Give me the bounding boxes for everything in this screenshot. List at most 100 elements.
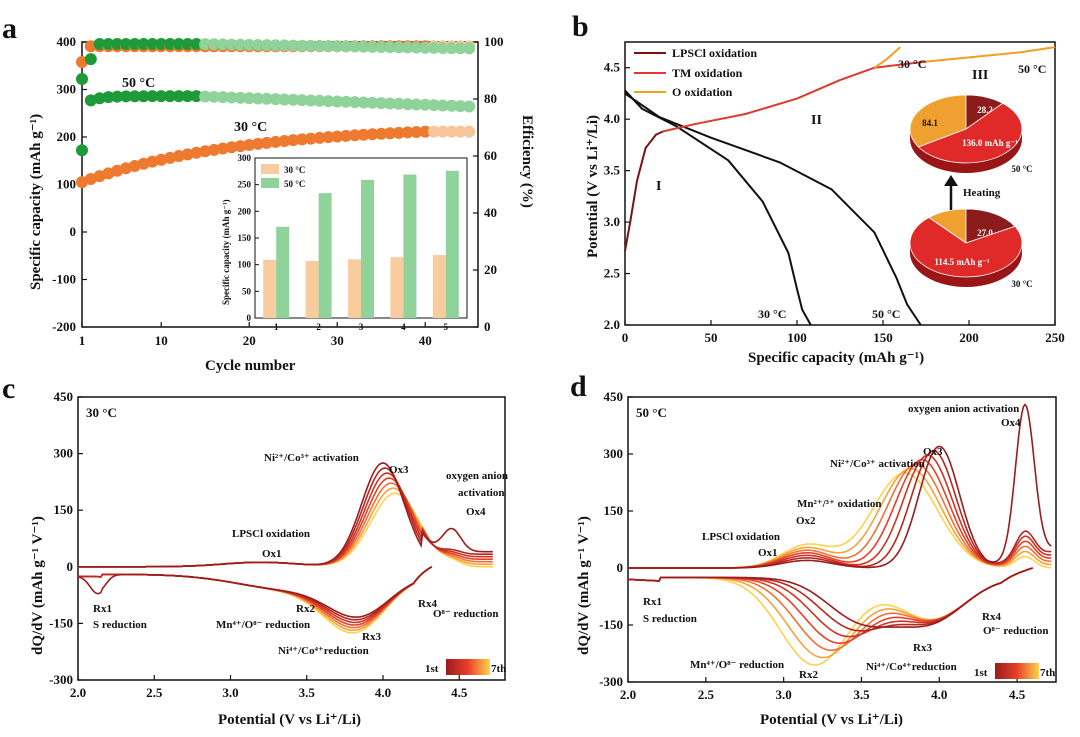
a-point-cap50 [234, 91, 247, 104]
a-point-cap50 [155, 90, 168, 103]
a-point-cap50 [190, 90, 203, 103]
a-point-cap50 [454, 100, 467, 113]
panel-a-xlabel: Cycle number [205, 358, 296, 374]
pie-label-tm: 136.0 mAh g⁻¹ [962, 138, 1018, 148]
panel-a-ticks: 1 10 20 30 40-200-10001002003004000204060801… [52, 34, 503, 348]
inset-bar-50c [445, 170, 459, 318]
a-point-cap50 [172, 90, 185, 103]
a-point-eff50 [260, 39, 273, 52]
c-charge-cycle-4 [78, 477, 493, 568]
d-colorbar-gradient [995, 663, 1039, 679]
a-point-cap50 [216, 91, 229, 104]
d-annot-rx1: Rx1 [643, 596, 662, 608]
inset-legend-swatch-30c [261, 164, 279, 174]
inset-bar-50c [403, 174, 417, 318]
panel-d-ticks: 2.0 2.5 3.0 3.5 4.0 4.5 -300 -150 0 150 300 450 [599, 389, 1026, 702]
discharge-30c-label: 30 °C [758, 307, 786, 321]
a-point-cap50 [278, 93, 291, 106]
pie-slice-tm [909, 217, 1023, 278]
d-annot-ox2: Ox2 [796, 515, 816, 527]
inset-legend-swatch-50c [261, 178, 279, 188]
inset-bar-50c [318, 193, 332, 318]
d-annot-lpscl: LPSCl oxidation [702, 531, 780, 543]
legend-o: O oxidation [672, 85, 733, 99]
c-annot-ni-reduction: Ni⁴⁺/Co⁴⁺reduction [278, 645, 369, 657]
c-annot-rx1: Rx1 [93, 603, 112, 615]
a-point-cap30 [199, 145, 212, 158]
d-xtick-label: 4.5 [1009, 687, 1026, 702]
d-annot-ox4: Ox4 [1001, 417, 1021, 429]
d-colorbar-first: 1st [974, 667, 988, 679]
a-point-eff50 [76, 73, 88, 86]
c-annot-rx2: Rx2 [296, 603, 315, 615]
heating-label: Heating [963, 187, 1001, 199]
inset-bar-50c [361, 179, 374, 318]
panel-b-label: b [572, 10, 589, 43]
a-ytick-label: 100 [57, 177, 77, 192]
c-annot-o-reduction: O⁸⁻ reduction [433, 608, 498, 620]
panel-c: c 2.0 2.5 3.0 3.5 4.0 4.5 -300 -150 0 150 300 450 P… [2, 372, 508, 728]
d-annot-s-reduction: S reduction [643, 613, 697, 625]
panel-d-label: d [570, 370, 587, 403]
inset-ytick-label: 200 [238, 206, 252, 216]
inset-bar-30c [432, 255, 446, 318]
c-annot-ni-activation: Ni²⁺/Co³⁺ activation [264, 452, 359, 464]
c-ytick-label: 150 [54, 502, 74, 517]
a-point-cap30 [287, 134, 300, 147]
d-colorbar-last: 7th [1040, 667, 1055, 679]
a-y2tick-label: 60 [484, 148, 497, 163]
a-ytick-label: 0 [70, 224, 77, 239]
a-point-eff50 [463, 42, 476, 55]
inset-bar-30c [348, 259, 361, 318]
c-colorbar-gradient [446, 659, 490, 675]
legend-tm: TM oxidation [672, 66, 743, 80]
d-annot-rx2: Rx2 [799, 669, 818, 681]
d-xtick-label: 4.0 [931, 687, 947, 702]
c-colorbar-first: 1st [425, 663, 439, 675]
a-point-cap50 [445, 99, 458, 112]
c-charge-cycle-1 [78, 462, 493, 568]
a-point-eff50 [375, 40, 388, 53]
a-point-cap50 [296, 94, 308, 107]
inset-legend-30c: 30 °C [284, 165, 305, 175]
d-ytick-label: -300 [599, 674, 623, 689]
panel-c-data [77, 462, 493, 634]
c-xtick-label: 2.5 [146, 685, 163, 700]
a-ytick-label: 400 [57, 34, 77, 49]
panel-c-ticks: 2.0 2.5 3.0 3.5 4.0 4.5 -300 -150 0 150 300 450 [49, 389, 468, 700]
a-y2tick-label: 40 [484, 205, 497, 220]
c-xtick-label: 3.0 [222, 685, 238, 700]
a-point-cap50 [392, 97, 405, 110]
b-line-discharge-50c [624, 92, 922, 326]
a-point-cap30 [225, 141, 238, 154]
inset-bar-30c [305, 260, 319, 318]
a-ytick-label: -100 [52, 272, 76, 287]
d-discharge-cycle-1 [627, 567, 1033, 628]
a-point-cap50 [348, 96, 361, 109]
panel-a-inset: 0 50 100 150 200 250 300 1 2 3 4 5 Specific capacit… [221, 153, 468, 332]
a-point-cap30 [436, 125, 449, 138]
inset-legend-50c: 50 °C [284, 179, 305, 189]
d-annot-oxygen: oxygen anion activation [908, 403, 1019, 415]
a-point-cap50 [225, 91, 238, 104]
d-annot-ni-activation: Ni²⁺/Co³⁺ activation [830, 458, 925, 470]
a-point-eff50 [278, 39, 291, 52]
d-charge-cycle-3 [628, 454, 1052, 569]
a-point-cap30 [278, 135, 291, 148]
a-y2tick-label: 0 [484, 319, 491, 334]
panel-b-ylabel: Potential (V vs Li⁺/Li) [585, 115, 601, 258]
a-point-cap30 [304, 132, 317, 145]
panel-b-frame [624, 41, 1056, 326]
pie-label-lpscl: 28.2 [977, 105, 993, 115]
a-point-cap30 [428, 125, 440, 138]
a-y2tick-label: 20 [484, 262, 497, 277]
b-xtick-label: 150 [873, 330, 893, 345]
a-point-cap50 [111, 90, 124, 103]
c-annot-rx4: Rx4 [418, 598, 437, 610]
a-point-eff50 [419, 41, 432, 54]
a-point-cap50 [199, 90, 212, 103]
a-xtick-label: 1 [79, 333, 86, 348]
a-point-cap30 [454, 125, 467, 138]
b-ytick-label: 3.0 [604, 214, 620, 229]
d-charge-cycle-6 [628, 467, 1052, 569]
